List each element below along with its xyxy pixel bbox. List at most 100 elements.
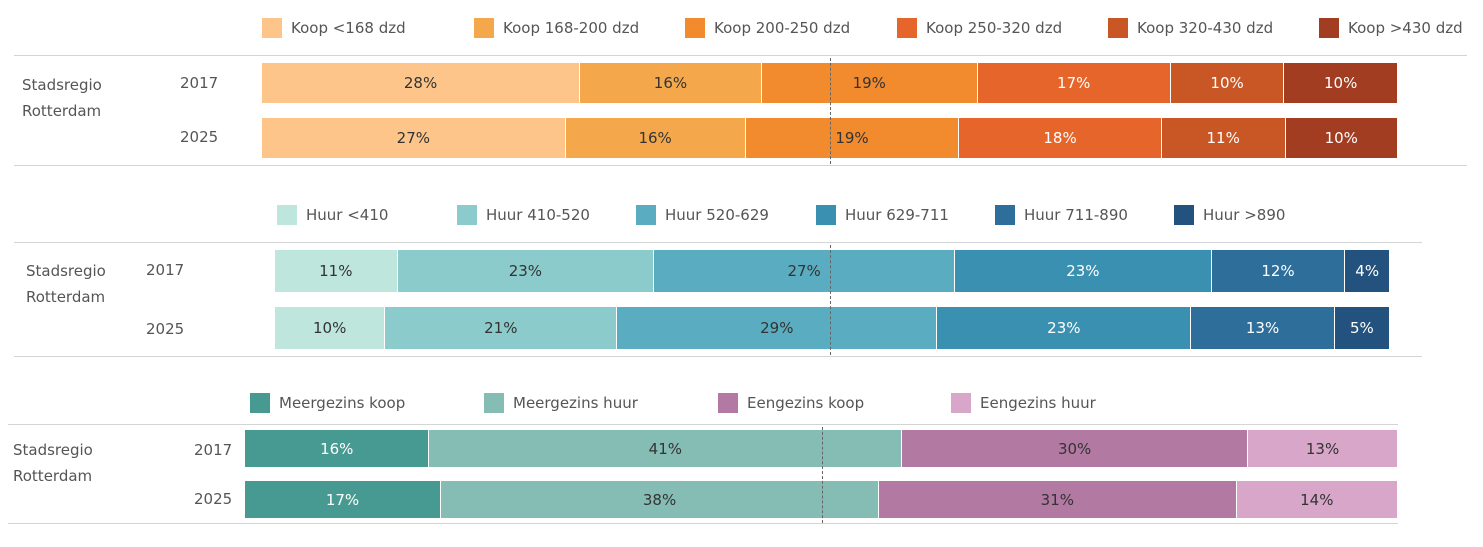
legend-swatch xyxy=(685,18,705,38)
legend-swatch xyxy=(1174,205,1194,225)
data-label: 19% xyxy=(835,129,869,147)
data-label: 28% xyxy=(403,74,438,92)
data-label: 31% xyxy=(1040,490,1075,509)
legend-swatch xyxy=(1108,18,1128,38)
bar-segment-huur-711-890[interactable]: 12% xyxy=(1211,250,1346,292)
year-label-2025: 2025 xyxy=(180,128,219,146)
panel-bottom-border xyxy=(8,523,1398,524)
bar-segment-koop-430-dzd[interactable]: 10% xyxy=(1284,63,1398,103)
region-label: Stadsregio Rotterdam xyxy=(22,76,102,120)
data-label: 23% xyxy=(1066,262,1100,280)
legend-swatch xyxy=(1319,18,1339,38)
bar-segment-eengezins-koop[interactable]: 31% xyxy=(879,481,1237,518)
data-label: 18% xyxy=(1043,129,1077,147)
data-label: 5% xyxy=(1349,319,1374,337)
legend-swatch xyxy=(262,18,282,38)
bar-segment-huur-890[interactable]: 5% xyxy=(1334,307,1390,349)
bar-segment-eengezins-koop[interactable]: 30% xyxy=(902,430,1249,467)
bar-segment-koop-250-320-dzd[interactable]: 17% xyxy=(977,63,1171,103)
legend-label: Koop 320-430 dzd xyxy=(1137,19,1274,37)
bar-segment-koop-430-dzd[interactable]: 10% xyxy=(1285,118,1398,158)
stacked-bar-2025: 27% 16% 19% 18% 11% 10% xyxy=(262,118,1398,158)
stacked-bar-2017: 28% 16% 19% 17% 10% 10% xyxy=(262,63,1398,103)
bar-segment-huur-520-629[interactable]: 27% xyxy=(654,250,956,292)
data-label: 10% xyxy=(1324,129,1358,147)
legend-swatch xyxy=(636,205,656,225)
stacked-bar-2025: 10% 21% 29% 23% 13% 5% xyxy=(275,307,1390,349)
legend-item-huur-890[interactable]: Huur >890 xyxy=(1174,205,1285,225)
data-label: 16% xyxy=(638,129,672,147)
legend-item-huur-410-520[interactable]: Huur 410-520 xyxy=(457,205,590,225)
bar-segment-meergezins-koop[interactable]: 17% xyxy=(245,481,441,518)
stacked-bar-2017: 16% 41% 30% 13% xyxy=(245,430,1398,467)
data-label: 27% xyxy=(787,262,821,280)
bar-segment-eengezins-huur[interactable]: 14% xyxy=(1236,481,1398,518)
year-label-2017: 2017 xyxy=(146,261,185,279)
bar-segment-huur-711-890[interactable]: 13% xyxy=(1191,307,1335,349)
data-label: 23% xyxy=(508,262,543,280)
bar-segment-koop-250-320-dzd[interactable]: 18% xyxy=(959,118,1162,158)
panel-top-border xyxy=(8,424,1398,425)
bar-segment-huur-410[interactable]: 10% xyxy=(275,307,386,349)
legend-item-koop-200-250-dzd[interactable]: Koop 200-250 dzd xyxy=(685,18,850,38)
bar-segment-koop-168-200-dzd[interactable]: 16% xyxy=(580,63,762,103)
legend-label: Eengezins koop xyxy=(747,394,865,412)
legend-label: Koop <168 dzd xyxy=(291,19,406,37)
bar-segment-eengezins-huur[interactable]: 13% xyxy=(1248,430,1398,467)
legend-item-eengezins-koop[interactable]: Eengezins koop xyxy=(718,393,864,413)
bar-segment-meergezins-huur[interactable]: 38% xyxy=(441,481,880,518)
legend-label: Meergezins huur xyxy=(513,394,638,412)
data-label: 23% xyxy=(1047,319,1081,337)
bar-segment-koop-200-250-dzd[interactable]: 19% xyxy=(761,63,978,103)
bar-segment-koop-320-430-dzd[interactable]: 11% xyxy=(1161,118,1286,158)
legend-item-meergezins-huur[interactable]: Meergezins huur xyxy=(484,393,638,413)
bar-segment-meergezins-koop[interactable]: 16% xyxy=(245,430,430,467)
legend-item-koop-250-320-dzd[interactable]: Koop 250-320 dzd xyxy=(897,18,1062,38)
bar-segment-huur-410-520[interactable]: 21% xyxy=(385,307,618,349)
legend-label: Huur <410 xyxy=(306,206,389,224)
reference-line xyxy=(830,58,831,164)
bar-segment-huur-629-711[interactable]: 23% xyxy=(955,250,1212,292)
stacked-bar-2025: 17% 38% 31% 14% xyxy=(245,481,1398,518)
legend-swatch xyxy=(816,205,836,225)
data-label: 13% xyxy=(1245,319,1280,337)
legend-swatch xyxy=(897,18,917,38)
year-label-2017: 2017 xyxy=(194,441,233,459)
legend-swatch xyxy=(995,205,1015,225)
legend-item-koop-168-dzd[interactable]: Koop <168 dzd xyxy=(262,18,406,38)
legend-item-koop-168-200-dzd[interactable]: Koop 168-200 dzd xyxy=(474,18,639,38)
legend-item-koop-320-430-dzd[interactable]: Koop 320-430 dzd xyxy=(1108,18,1273,38)
bar-segment-huur-410[interactable]: 11% xyxy=(275,250,398,292)
legend-huur: Huur <410 Huur 410-520 Huur 520-629 Huur 62… xyxy=(0,205,1483,235)
data-label: 10% xyxy=(313,319,347,337)
year-label-2017: 2017 xyxy=(180,74,219,92)
bar-segment-koop-200-250-dzd[interactable]: 19% xyxy=(745,118,960,158)
legend-item-huur-520-629[interactable]: Huur 520-629 xyxy=(636,205,769,225)
legend-item-huur-629-711[interactable]: Huur 629-711 xyxy=(816,205,949,225)
bar-segment-huur-890[interactable]: 4% xyxy=(1345,250,1390,292)
data-label: 14% xyxy=(1300,490,1334,509)
bar-segment-huur-410-520[interactable]: 23% xyxy=(397,250,655,292)
bar-segment-koop-168-dzd[interactable]: 27% xyxy=(262,118,566,158)
bar-segment-meergezins-huur[interactable]: 41% xyxy=(429,430,903,467)
legend-label: Huur 520-629 xyxy=(665,206,769,224)
legend-label: Huur 711-890 xyxy=(1024,206,1128,224)
reference-line xyxy=(830,245,831,355)
bar-segment-koop-320-430-dzd[interactable]: 10% xyxy=(1170,63,1285,103)
data-label: 10% xyxy=(1210,74,1244,92)
chart-panel-koop: Koop <168 dzd Koop 168-200 dzd Koop 200-25… xyxy=(0,0,1483,170)
legend-item-koop-430-dzd[interactable]: Koop >430 dzd xyxy=(1319,18,1463,38)
bar-segment-huur-629-711[interactable]: 23% xyxy=(937,307,1192,349)
legend-item-eengezins-huur[interactable]: Eengezins huur xyxy=(951,393,1096,413)
legend-label: Huur 410-520 xyxy=(486,206,590,224)
legend-swatch xyxy=(718,393,738,413)
legend-item-meergezins-koop[interactable]: Meergezins koop xyxy=(250,393,405,413)
bar-segment-koop-168-dzd[interactable]: 28% xyxy=(262,63,581,103)
legend-item-huur-410[interactable]: Huur <410 xyxy=(277,205,388,225)
data-label: 10% xyxy=(1324,74,1358,92)
bar-segment-huur-520-629[interactable]: 29% xyxy=(617,307,938,349)
legend-swatch xyxy=(951,393,971,413)
bar-segment-koop-168-200-dzd[interactable]: 16% xyxy=(565,118,746,158)
legend-item-huur-711-890[interactable]: Huur 711-890 xyxy=(995,205,1128,225)
year-label-2025: 2025 xyxy=(146,320,185,338)
